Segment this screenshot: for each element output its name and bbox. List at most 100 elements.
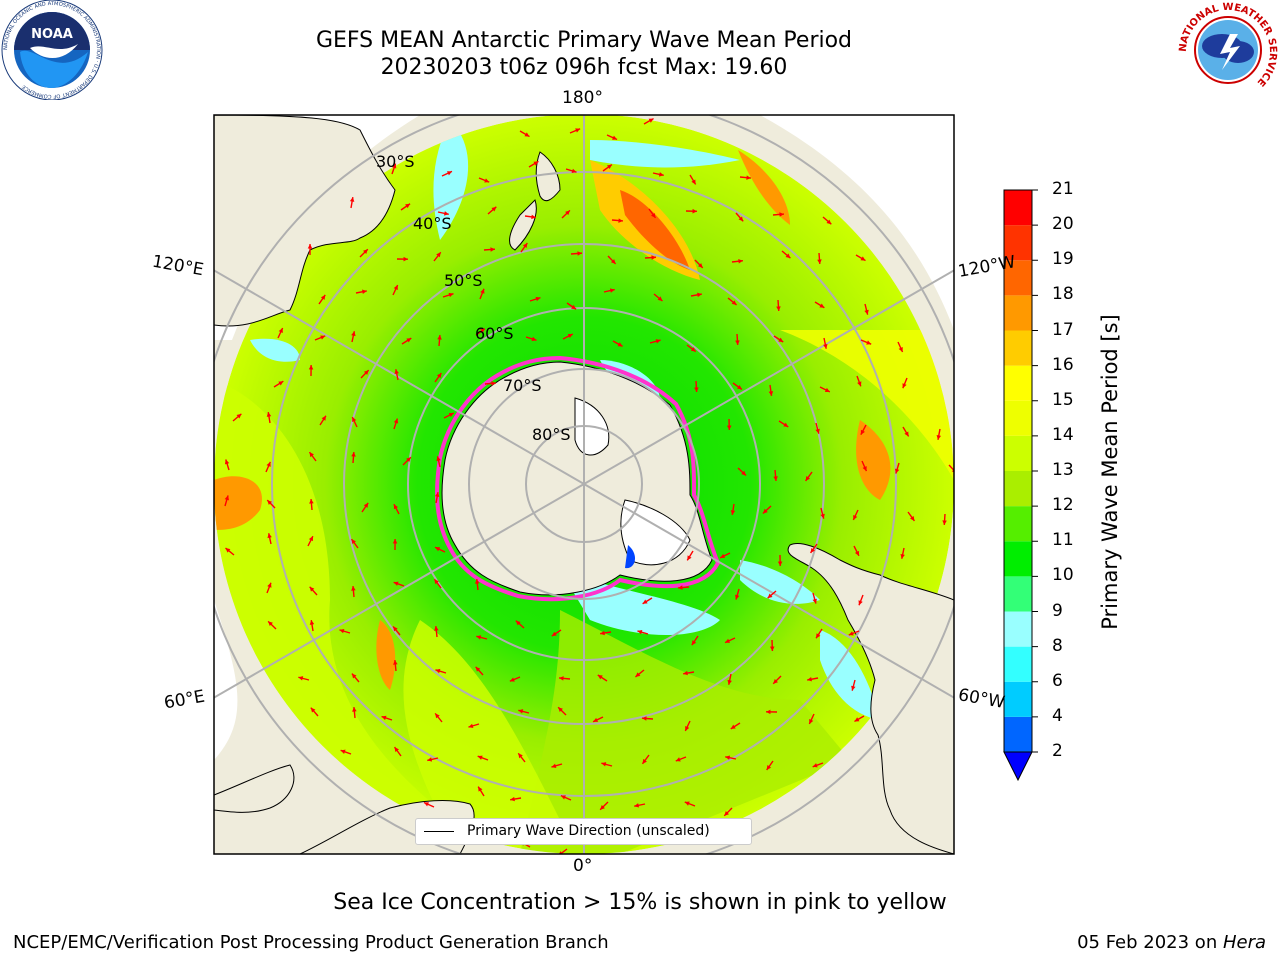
lat-label-40s: 40°S — [413, 214, 452, 233]
colorbar-tick-label: 19 — [1052, 249, 1074, 270]
wave-arrow — [808, 713, 815, 725]
wave-arrow — [851, 679, 856, 691]
wave-arrow — [737, 467, 747, 477]
wave-arrow — [860, 339, 872, 345]
wave-arrow — [766, 760, 774, 771]
wave-arrow — [509, 676, 521, 682]
wave-arrow — [730, 503, 736, 515]
colorbar-tick-label: 4 — [1052, 705, 1063, 726]
wave-arrow — [735, 588, 740, 600]
colorbar-segment — [1004, 260, 1032, 296]
wave-arrow — [392, 625, 401, 636]
wave-arrow — [735, 212, 744, 222]
wave-arrow — [401, 337, 412, 345]
footer-host: Hera — [1222, 932, 1266, 953]
wave-arrow — [359, 248, 369, 258]
wave-arrow — [815, 628, 823, 639]
wave-arrow — [437, 211, 449, 216]
wave-arrow — [723, 807, 733, 817]
wave-arrow — [600, 630, 612, 636]
colorbar-tick-label: 16 — [1052, 354, 1074, 375]
colorbar-segment — [1004, 400, 1032, 436]
wave-arrow — [807, 676, 819, 682]
wave-arrow — [551, 763, 563, 769]
colorbar-tick-label: 9 — [1052, 600, 1063, 621]
colorbar-tick-label: 15 — [1052, 389, 1074, 410]
wave-arrow — [777, 554, 783, 567]
wave-arrow — [319, 415, 327, 426]
wave-arrow — [902, 426, 910, 437]
wave-arrow — [314, 335, 326, 341]
colorbar-tick-label: 8 — [1052, 635, 1063, 656]
wave-arrow — [653, 293, 663, 302]
wave-arrow — [393, 581, 405, 587]
footer-date: 05 Feb 2023 on Hera — [1077, 932, 1266, 953]
wave-arrow — [224, 495, 230, 507]
wave-arrow — [694, 380, 699, 393]
wave-arrow — [612, 340, 623, 348]
wave-arrow — [551, 629, 562, 637]
wave-arrow — [822, 216, 832, 225]
wave-arrow — [817, 252, 822, 265]
wave-direction-arrows — [224, 117, 954, 854]
wave-arrow — [381, 715, 393, 721]
wave-arrow — [394, 369, 399, 381]
wave-arrow — [520, 242, 528, 253]
wave-arrow — [773, 469, 778, 482]
wave-arrow — [392, 284, 399, 296]
lat-label-60s: 60°S — [475, 324, 514, 343]
wave-arrow — [562, 333, 574, 340]
wave-arrow — [433, 251, 442, 262]
wave-arrow — [360, 369, 370, 379]
wave-arrow — [309, 620, 315, 632]
wave-arrow — [525, 336, 537, 342]
chart-title: GEFS MEAN Antarctic Primary Wave Mean Pe… — [315, 28, 853, 53]
wave-arrow — [484, 381, 497, 386]
wave-arrow — [519, 130, 530, 138]
wave-arrow — [310, 707, 319, 717]
wave-arrow — [778, 420, 789, 428]
wave-arrow — [558, 676, 571, 681]
wave-arrow — [225, 547, 235, 556]
noaa-logo: NOAA NATIONAL OCEANIC AND ATMOSPHERIC AD… — [1, 0, 103, 100]
wave-arrow — [442, 292, 454, 298]
wave-arrow — [694, 259, 704, 269]
wave-arrow — [642, 597, 653, 605]
wave-arrow — [475, 666, 484, 676]
wave-arrow — [936, 428, 942, 440]
wave-arrow — [592, 716, 604, 723]
wave-arrow — [266, 412, 272, 424]
wave-arrow — [607, 255, 617, 265]
colorbar-tick-label: 14 — [1052, 424, 1074, 445]
colorbar-segment — [1004, 435, 1032, 471]
wave-arrow — [560, 795, 572, 801]
wave-arrow — [441, 170, 453, 177]
wave-arrow — [809, 543, 818, 554]
colorbar-segment — [1004, 190, 1032, 226]
wave-arrow — [393, 746, 402, 757]
colorbar-tick-label: 2 — [1052, 741, 1063, 761]
wave-arrow — [478, 177, 490, 183]
graticule — [214, 115, 954, 854]
wave-arrow — [649, 339, 661, 344]
wave-arrow — [273, 380, 284, 388]
wave-arrow — [769, 639, 775, 652]
wave-arrow — [727, 673, 732, 685]
wave-arrow — [601, 762, 613, 767]
wave-arrow — [684, 801, 696, 807]
wave-arrow — [350, 538, 359, 549]
colorbar-tick-label: 20 — [1052, 214, 1074, 235]
wave-arrow — [232, 413, 242, 422]
wave-arrow — [433, 578, 442, 589]
legend-line-sample — [424, 831, 454, 832]
wave-arrow — [423, 801, 435, 808]
wave-arrow — [437, 334, 442, 347]
legend-label: Primary Wave Direction (unscaled) — [467, 823, 710, 839]
wave-arrow — [812, 762, 824, 768]
wave-arrow — [641, 716, 654, 721]
wave-arrow — [683, 670, 695, 676]
australia-land — [214, 115, 396, 327]
wave-arrow — [685, 208, 698, 214]
colorbar-segment — [1004, 471, 1032, 507]
